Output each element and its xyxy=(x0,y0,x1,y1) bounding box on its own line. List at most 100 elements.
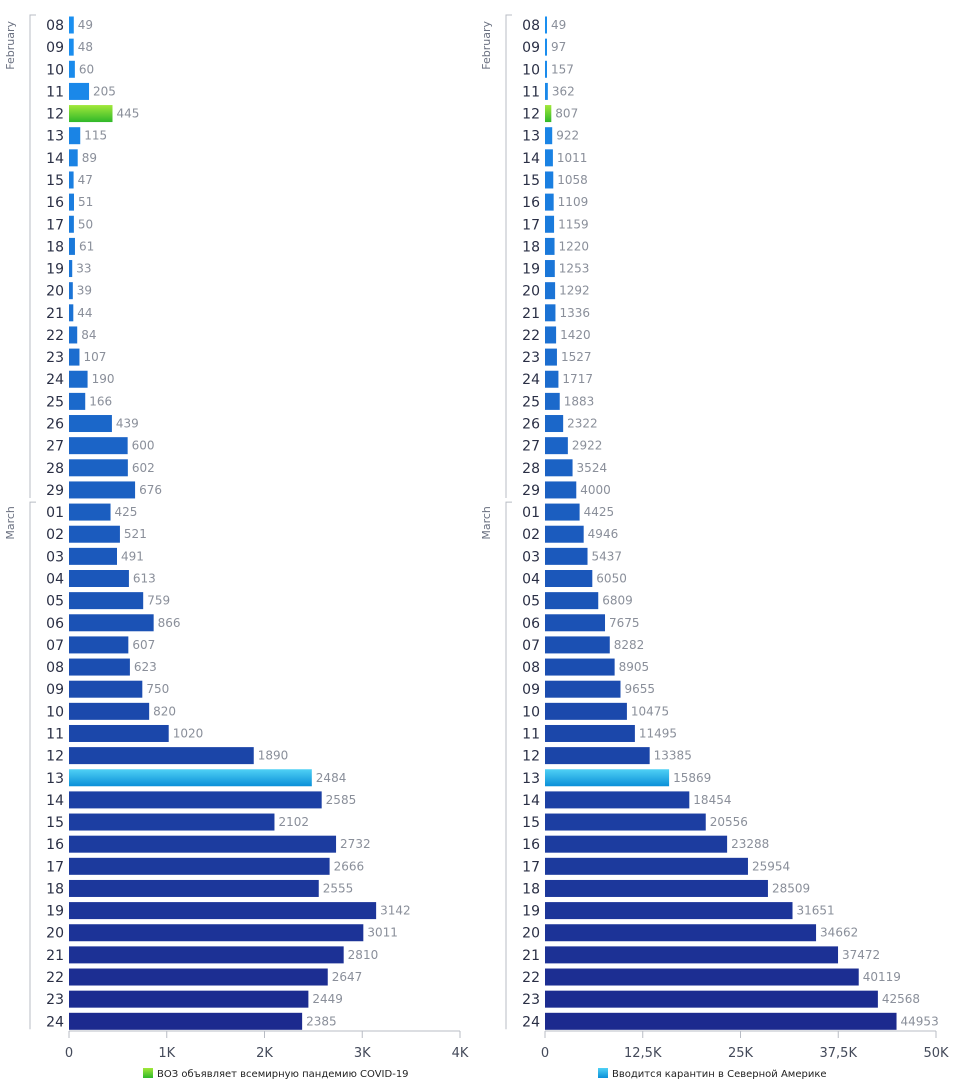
value-label: 3011 xyxy=(367,926,398,940)
day-label: 23 xyxy=(46,992,64,1008)
month-bracket xyxy=(505,501,512,1030)
bar xyxy=(69,747,254,765)
day-label: 06 xyxy=(46,616,64,632)
bar xyxy=(545,636,610,654)
day-label: 12 xyxy=(46,749,64,765)
day-label: 14 xyxy=(46,793,64,809)
bar xyxy=(69,503,111,521)
bar xyxy=(69,769,312,787)
value-label: 84 xyxy=(81,328,96,342)
bar xyxy=(69,636,129,654)
bar xyxy=(69,481,136,499)
value-label: 51 xyxy=(78,195,93,209)
day-label: 27 xyxy=(522,439,540,455)
day-label: 11 xyxy=(522,726,540,742)
day-label: 13 xyxy=(522,129,540,145)
value-label: 623 xyxy=(134,660,157,674)
day-label: 28 xyxy=(46,461,64,477)
value-label: 28509 xyxy=(772,881,810,895)
value-label: 8282 xyxy=(614,638,645,652)
value-label: 97 xyxy=(551,40,566,54)
day-label: 11 xyxy=(522,84,540,100)
value-label: 750 xyxy=(146,682,169,696)
day-label: 20 xyxy=(46,284,64,300)
bar xyxy=(545,282,556,300)
bar xyxy=(545,525,584,543)
value-label: 49 xyxy=(551,18,566,32)
bar xyxy=(69,60,75,78)
value-label: 2555 xyxy=(323,881,354,895)
value-label: 759 xyxy=(147,594,170,608)
day-label: 03 xyxy=(522,549,540,565)
value-label: 1020 xyxy=(173,726,204,740)
value-label: 439 xyxy=(116,417,139,431)
value-label: 1011 xyxy=(557,151,588,165)
day-label: 23 xyxy=(46,350,64,366)
value-label: 25954 xyxy=(752,859,790,873)
bar xyxy=(545,702,627,720)
day-label: 16 xyxy=(522,195,540,211)
bar xyxy=(69,525,120,543)
bar xyxy=(545,503,580,521)
bar xyxy=(69,38,74,56)
bar xyxy=(69,459,128,477)
day-label: 19 xyxy=(522,904,540,920)
value-label: 2810 xyxy=(348,948,379,962)
value-label: 1109 xyxy=(558,195,589,209)
x-tick-label: 0 xyxy=(65,1046,73,1061)
value-label: 820 xyxy=(153,704,176,718)
bar xyxy=(545,658,615,676)
day-label: 26 xyxy=(522,417,540,433)
day-label: 10 xyxy=(46,704,64,720)
value-label: 157 xyxy=(551,62,574,76)
bar xyxy=(545,924,817,942)
value-label: 60 xyxy=(79,62,94,76)
value-label: 190 xyxy=(92,372,115,386)
day-label: 02 xyxy=(522,527,540,543)
value-label: 1159 xyxy=(558,217,589,231)
bar xyxy=(545,879,768,897)
bar xyxy=(69,326,78,344)
bar xyxy=(545,459,573,477)
day-label: 20 xyxy=(46,926,64,942)
day-label: 16 xyxy=(46,837,64,853)
day-label: 29 xyxy=(522,483,540,499)
bar xyxy=(545,60,547,78)
day-label: 09 xyxy=(46,40,64,56)
bar xyxy=(545,105,552,123)
day-label: 15 xyxy=(522,173,540,189)
value-label: 107 xyxy=(83,350,106,364)
day-label: 27 xyxy=(46,439,64,455)
value-label: 1717 xyxy=(562,372,593,386)
value-label: 2449 xyxy=(312,992,343,1006)
bar xyxy=(69,946,344,964)
bar xyxy=(69,791,322,809)
bar xyxy=(545,547,588,565)
day-label: 16 xyxy=(522,837,540,853)
bar xyxy=(69,724,169,742)
day-label: 15 xyxy=(46,815,64,831)
day-label: 21 xyxy=(46,948,64,964)
day-label: 22 xyxy=(46,970,64,986)
day-label: 20 xyxy=(522,284,540,300)
day-label: 24 xyxy=(46,372,64,388)
value-label: 1220 xyxy=(559,239,590,253)
value-label: 31651 xyxy=(797,904,835,918)
x-tick-label: 0 xyxy=(541,1046,549,1061)
value-label: 1420 xyxy=(560,328,591,342)
bar xyxy=(69,879,319,897)
value-label: 2322 xyxy=(567,417,598,431)
day-label: 19 xyxy=(46,904,64,920)
bar xyxy=(69,193,74,211)
day-label: 14 xyxy=(522,793,540,809)
x-tick-label: 2K xyxy=(256,1046,273,1061)
legend-label: Вводится карантин в Северной Америке xyxy=(612,1069,827,1080)
x-tick-label: 4K xyxy=(452,1046,469,1061)
day-label: 17 xyxy=(522,859,540,875)
day-label: 07 xyxy=(46,638,64,654)
day-label: 21 xyxy=(522,306,540,322)
bar xyxy=(545,1012,897,1030)
bar xyxy=(69,437,128,455)
bar xyxy=(69,260,73,278)
